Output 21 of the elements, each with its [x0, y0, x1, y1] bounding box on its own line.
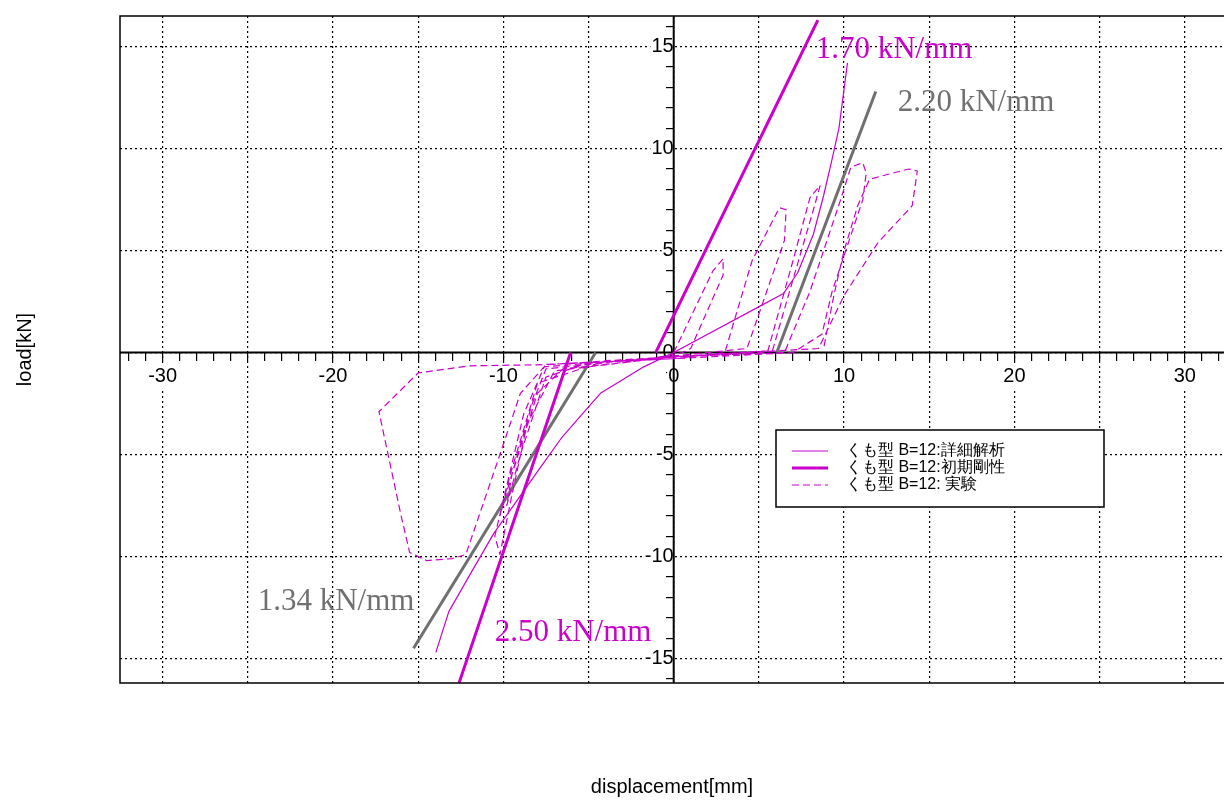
x-tick-label: -10 — [488, 364, 518, 387]
x-tick-label: -30 — [148, 364, 178, 387]
annotation: 2.20 kN/mm — [897, 83, 1055, 119]
x-tick-label: -20 — [318, 364, 348, 387]
y-tick-label: 15 — [651, 34, 674, 57]
y-tick-label: -5 — [655, 442, 674, 465]
annotation: 2.50 kN/mm — [494, 613, 652, 649]
legend-label: くも型 B=12:詳細解析 — [846, 441, 1005, 459]
x-tick-label: 20 — [1003, 364, 1026, 387]
y-tick-label: 5 — [662, 238, 674, 261]
y-tick-label: -10 — [644, 544, 674, 567]
legend-label: くも型 B=12: 実験 — [846, 475, 978, 493]
y-tick-label: -15 — [644, 646, 674, 669]
y-axis-title: load[kN] — [12, 312, 35, 387]
x-tick-label: 10 — [832, 364, 856, 387]
y-tick-label: 10 — [651, 136, 674, 159]
legend-label: くも型 B=12:初期剛性 — [846, 458, 1005, 476]
annotation: 1.70 kN/mm — [815, 30, 973, 66]
x-tick-label: 30 — [1173, 364, 1196, 387]
annotation: 1.34 kN/mm — [257, 582, 415, 618]
x-axis-title: displacement[mm] — [590, 774, 754, 797]
